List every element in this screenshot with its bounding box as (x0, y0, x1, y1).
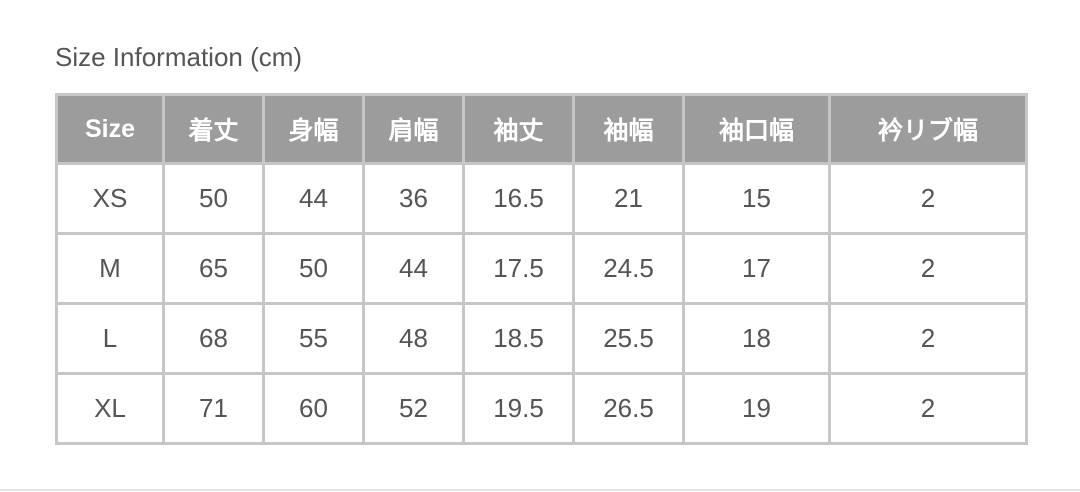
measurement-cell: 52 (362, 372, 465, 445)
measurement-cell: 18 (682, 302, 831, 375)
measurement-cell: 19.5 (462, 372, 575, 445)
measurement-cell: 16.5 (462, 162, 575, 235)
measurement-cell: 50 (162, 162, 265, 235)
measurement-cell: 17.5 (462, 232, 575, 305)
column-header: 袖丈 (462, 93, 575, 165)
column-header: 衿リブ幅 (828, 93, 1028, 165)
table-row: XL 71 60 52 19.5 26.5 19 2 (55, 372, 1028, 445)
measurement-cell: 25.5 (572, 302, 685, 375)
measurement-cell: 24.5 (572, 232, 685, 305)
measurement-cell: 65 (162, 232, 265, 305)
measurement-cell: 50 (262, 232, 365, 305)
size-label-cell: M (55, 232, 165, 305)
divider (0, 489, 1080, 491)
measurement-cell: 71 (162, 372, 265, 445)
section-title: Size Information (cm) (55, 42, 303, 72)
measurement-cell: 36 (362, 162, 465, 235)
measurement-cell: 2 (828, 302, 1028, 375)
column-header: 身幅 (262, 93, 365, 165)
measurement-cell: 60 (262, 372, 365, 445)
measurement-cell: 26.5 (572, 372, 685, 445)
measurement-cell: 44 (362, 232, 465, 305)
column-header: 袖幅 (572, 93, 685, 165)
measurement-cell: 55 (262, 302, 365, 375)
column-header: Size (55, 93, 165, 165)
measurement-cell: 19 (682, 372, 831, 445)
measurement-cell: 17 (682, 232, 831, 305)
column-header: 肩幅 (362, 93, 465, 165)
column-header: 袖口幅 (682, 93, 831, 165)
measurement-cell: 2 (828, 372, 1028, 445)
header-row: Size 着丈 身幅 肩幅 袖丈 袖幅 袖口幅 衿リブ幅 (55, 93, 1028, 165)
column-header: 着丈 (162, 93, 265, 165)
measurement-cell: 2 (828, 232, 1028, 305)
size-label-cell: XS (55, 162, 165, 235)
measurement-cell: 2 (828, 162, 1028, 235)
size-label-cell: XL (55, 372, 165, 445)
table-row: M 65 50 44 17.5 24.5 17 2 (55, 232, 1028, 305)
size-table: Size 着丈 身幅 肩幅 袖丈 袖幅 袖口幅 衿リブ幅 XS 50 44 36 16.5 21 15 2 M… (55, 93, 1028, 445)
measurement-cell: 21 (572, 162, 685, 235)
measurement-cell: 44 (262, 162, 365, 235)
measurement-cell: 15 (682, 162, 831, 235)
measurement-cell: 48 (362, 302, 465, 375)
measurement-cell: 18.5 (462, 302, 575, 375)
size-label-cell: L (55, 302, 165, 375)
measurement-cell: 68 (162, 302, 265, 375)
table-row: L 68 55 48 18.5 25.5 18 2 (55, 302, 1028, 375)
table-row: XS 50 44 36 16.5 21 15 2 (55, 162, 1028, 235)
